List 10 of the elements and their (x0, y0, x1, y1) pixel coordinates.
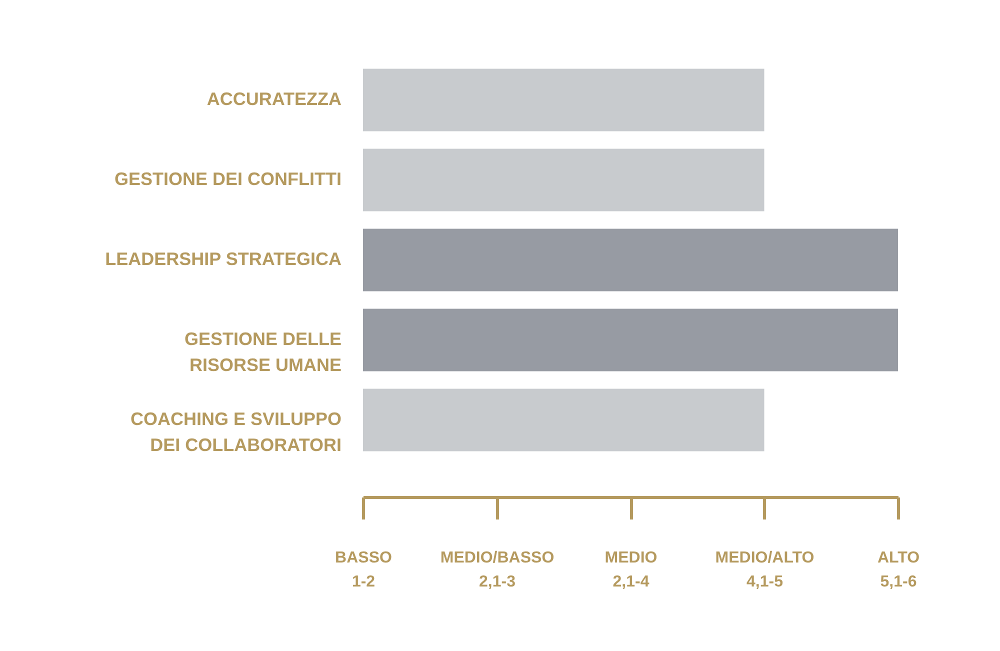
text: MEDIO 2,1-4 (604, 550, 658, 590)
y-tick-label: GESTIONE DELLE RISORSE UMANE (184, 329, 342, 375)
y-tick-label: ACCURATEZZA (206, 89, 342, 109)
text: MEDIO/ALTO 4,1-5 (715, 550, 814, 590)
y-tick-label: GESTIONE DEI CONFLITTI (114, 169, 342, 189)
text: BASSO 1-2 (335, 550, 392, 590)
text: MEDIO/BASSO 2,1-3 (440, 550, 554, 590)
y-tick-label: COACHING E SVILUPPO DEI COLLABORATORI (130, 409, 342, 455)
y-tick-label: LEADERSHIP STRATEGICA (105, 249, 342, 269)
text: ALTO 5,1-6 (877, 550, 920, 590)
